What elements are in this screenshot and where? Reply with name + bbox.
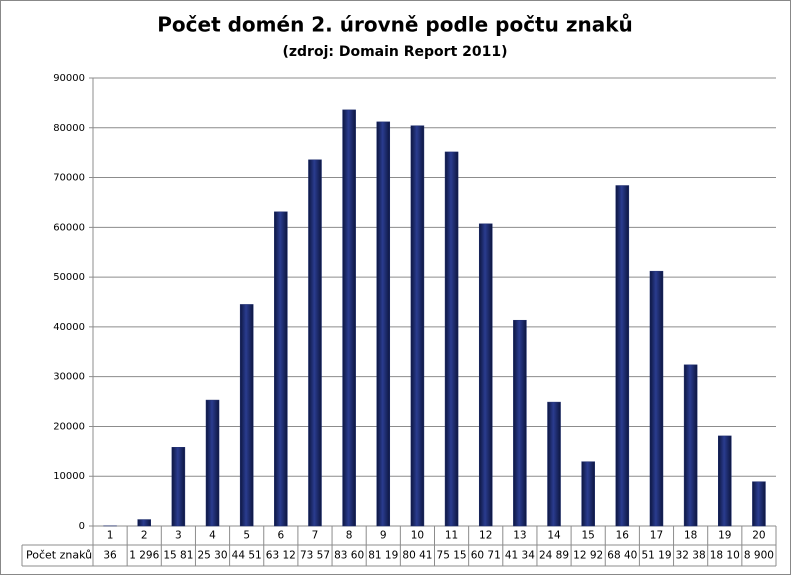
bar	[718, 436, 731, 526]
y-tick-label: 10000	[53, 471, 85, 482]
x-tick-label: 10	[411, 530, 424, 542]
bar	[138, 520, 151, 526]
table-value: 12 92	[573, 550, 603, 562]
table-value: 44 51	[232, 550, 262, 562]
bar	[172, 447, 185, 526]
y-tick-label: 30000	[53, 372, 85, 383]
x-tick-label: 14	[547, 530, 561, 542]
chart-subtitle: (zdroj: Domain Report 2011)	[282, 44, 507, 60]
x-tick-label: 11	[445, 530, 458, 542]
y-tick-label: 20000	[53, 421, 85, 432]
bar	[548, 402, 561, 526]
y-tick-label: 50000	[53, 272, 85, 283]
bar	[343, 110, 356, 526]
bar	[582, 462, 595, 526]
x-tick-label: 19	[718, 530, 731, 542]
x-tick-label: 20	[752, 530, 765, 542]
x-tick-label: 16	[616, 530, 630, 542]
table-value: 81 19	[368, 550, 398, 562]
table-value: 68 40	[607, 550, 637, 562]
bar	[411, 126, 424, 526]
bar	[479, 224, 492, 526]
x-tick-label: 9	[380, 530, 387, 542]
bar	[445, 152, 458, 526]
table-value: 32 38	[676, 550, 706, 562]
table-value: 51 19	[641, 550, 671, 562]
table-value: 63 12	[266, 550, 296, 562]
x-tick-label: 17	[650, 530, 663, 542]
x-tick-label: 13	[513, 530, 526, 542]
x-tick-label: 15	[581, 530, 594, 542]
bar	[377, 122, 390, 526]
bar	[752, 482, 765, 526]
table-value: 8 900	[744, 550, 774, 562]
x-tick-label: 3	[175, 530, 182, 542]
y-tick-label: 60000	[53, 222, 85, 233]
x-tick-label: 5	[243, 530, 250, 542]
bar	[513, 320, 526, 526]
chart-title: Počet domén 2. úrovně podle počtu znaků	[157, 13, 632, 37]
table-value: 83 60	[334, 550, 364, 562]
table-value: 36	[103, 550, 117, 562]
table-value: 25 30	[197, 550, 227, 562]
x-tick-label: 7	[312, 530, 319, 542]
table-value: 73 57	[300, 550, 330, 562]
bar	[274, 212, 287, 526]
table-value: 18 10	[710, 550, 740, 562]
table-value: 80 41	[402, 550, 432, 562]
y-tick-label: 80000	[53, 123, 85, 134]
x-tick-label: 6	[277, 530, 284, 542]
y-tick-label: 0	[79, 521, 85, 532]
table-value: 1 296	[129, 550, 159, 562]
legend-label: Počet znaků	[26, 549, 92, 562]
bar	[616, 186, 629, 526]
x-tick-label: 12	[479, 530, 492, 542]
bar	[240, 304, 253, 526]
y-tick-label: 90000	[53, 73, 85, 84]
table-value: 24 89	[539, 550, 569, 562]
x-tick-label: 8	[346, 530, 353, 542]
bar	[684, 365, 697, 526]
bar	[308, 160, 321, 526]
x-tick-label: 2	[141, 530, 148, 542]
x-tick-label: 4	[209, 530, 216, 542]
x-tick-label: 1	[107, 530, 114, 542]
bar	[206, 400, 219, 526]
table-value: 60 71	[471, 550, 501, 562]
x-tick-label: 18	[684, 530, 697, 542]
y-tick-label: 70000	[53, 173, 85, 184]
bar	[650, 271, 663, 526]
table-value: 41 34	[505, 550, 535, 562]
table-value: 15 81	[163, 550, 193, 562]
y-tick-label: 40000	[53, 322, 85, 333]
table-value: 75 15	[437, 550, 467, 562]
